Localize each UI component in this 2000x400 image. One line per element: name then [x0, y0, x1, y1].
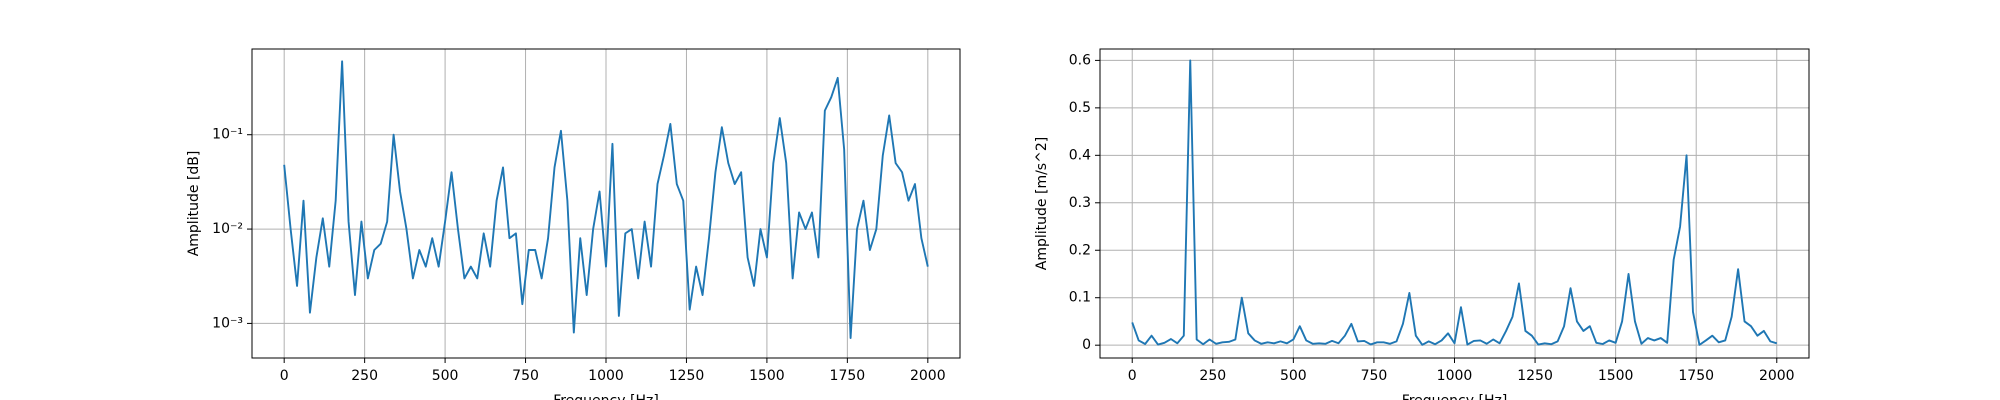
x-tick-label: 250: [351, 368, 378, 384]
x-tick-label: 1750: [830, 368, 866, 384]
y-tick-label: 10⁻³: [212, 315, 243, 331]
y-axis-label: Amplitude [m/s^2]: [1034, 137, 1050, 270]
x-tick-label: 500: [1280, 368, 1307, 384]
y-tick-label: 0.4: [1069, 147, 1091, 163]
x-tick-label: 1500: [749, 368, 785, 384]
x-tick-label: 1250: [669, 368, 705, 384]
y-axis-label: Amplitude [dB]: [186, 151, 202, 257]
spectrum-line: [1131, 59, 1778, 346]
x-tick-label: 750: [512, 368, 539, 384]
y-tick-label: 0.6: [1069, 52, 1091, 68]
x-tick-label: 500: [432, 368, 459, 384]
y-tick-label: 0: [1082, 337, 1091, 353]
x-tick-label: 1000: [1437, 368, 1473, 384]
y-tick-label: 0.3: [1069, 195, 1091, 211]
x-tick-label: 2000: [1759, 368, 1795, 384]
x-axis-label: Frequency [Hz]: [553, 393, 659, 400]
x-tick-label: 250: [1199, 368, 1226, 384]
x-tick-label: 1250: [1517, 368, 1553, 384]
x-tick-label: 1750: [1678, 368, 1714, 384]
x-tick-label: 1500: [1598, 368, 1634, 384]
x-axis-label: Frequency [Hz]: [1402, 393, 1508, 400]
x-tick-label: 0: [1128, 368, 1137, 384]
x-tick-label: 1000: [588, 368, 624, 384]
axes-frame: [1099, 48, 1810, 359]
x-tick-label: 750: [1361, 368, 1388, 384]
y-tick-label: 0.1: [1069, 290, 1091, 306]
axes-frame: [251, 48, 961, 359]
x-tick-label: 2000: [910, 368, 946, 384]
spectrum-line: [283, 60, 929, 339]
x-tick-label: 0: [280, 368, 289, 384]
y-tick-label: 0.5: [1069, 100, 1091, 116]
y-tick-label: 0.2: [1069, 242, 1091, 258]
y-tick-label: 10⁻¹: [212, 127, 243, 143]
y-tick-label: 10⁻²: [212, 221, 243, 237]
